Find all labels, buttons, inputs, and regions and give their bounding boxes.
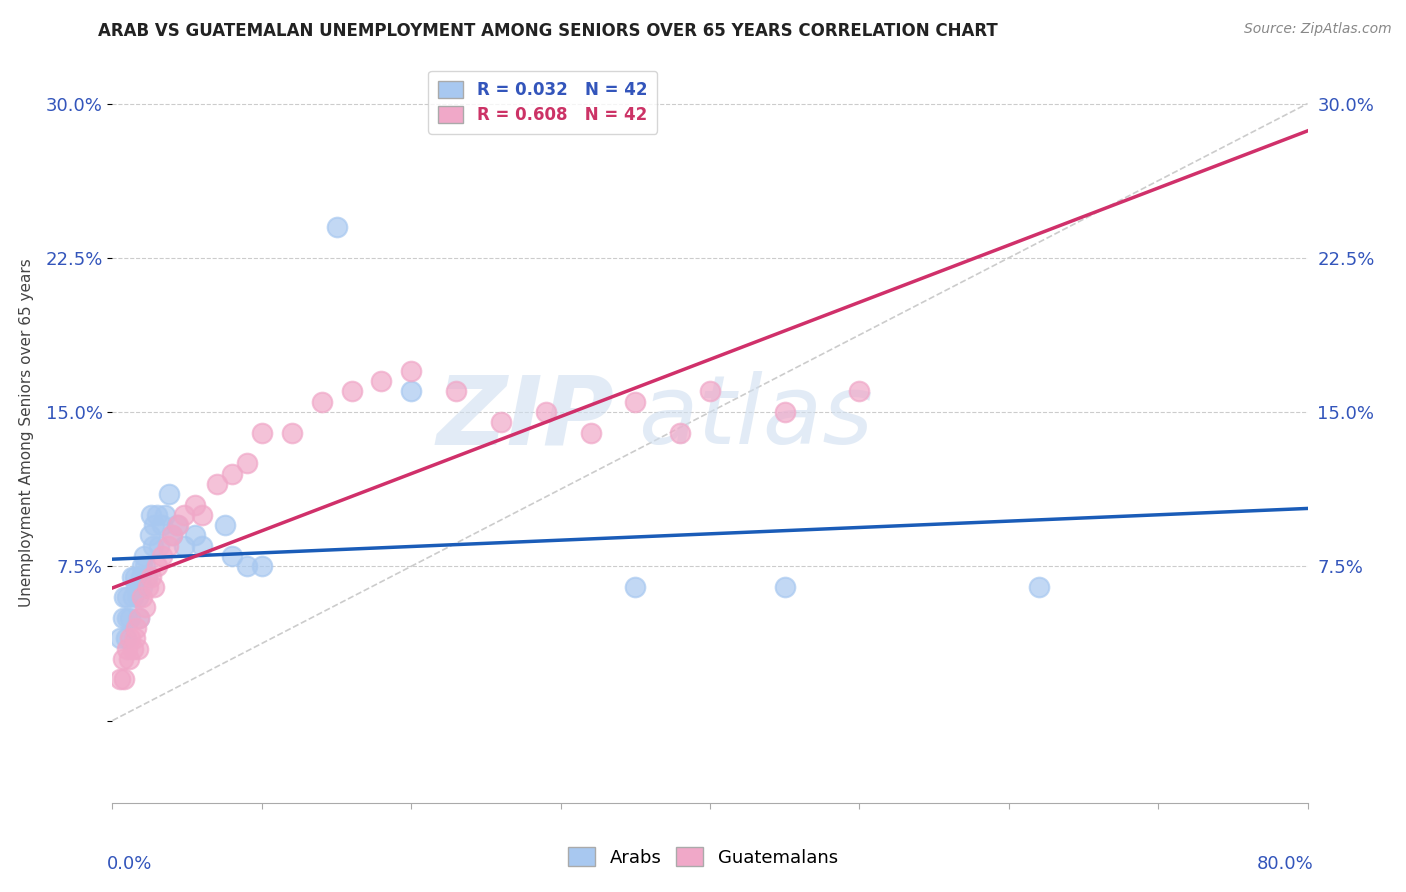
Point [134, 559, 156, 574]
Point [135, 569, 157, 583]
Point [121, 569, 143, 583]
Point [579, 425, 602, 440]
Point [139, 528, 162, 542]
Point [111, 611, 134, 625]
Point [118, 652, 141, 666]
Point [401, 384, 423, 399]
Point [157, 487, 180, 501]
Point [669, 425, 692, 440]
Text: Source: ZipAtlas.com: Source: ZipAtlas.com [1244, 22, 1392, 37]
Point [120, 632, 142, 646]
Point [183, 498, 205, 512]
Point [125, 621, 148, 635]
Point [156, 539, 179, 553]
Point [117, 590, 139, 604]
Point [122, 641, 145, 656]
Point [142, 539, 165, 553]
Point [146, 559, 169, 574]
Point [699, 384, 721, 399]
Point [370, 374, 392, 388]
Point [325, 219, 347, 234]
Point [166, 518, 188, 533]
Point [1028, 580, 1050, 594]
Point [173, 508, 195, 522]
Point [131, 559, 153, 574]
Text: ZIP: ZIP [436, 371, 614, 465]
Point [132, 549, 155, 563]
Point [141, 508, 163, 522]
Point [146, 508, 169, 522]
Point [141, 569, 163, 583]
Point [120, 611, 142, 625]
Point [128, 611, 150, 625]
Point [122, 590, 145, 604]
Legend: Arabs, Guatemalans: Arabs, Guatemalans [561, 840, 845, 874]
Point [131, 580, 153, 594]
Point [191, 539, 214, 553]
Text: 80.0%: 80.0% [1257, 855, 1313, 872]
Point [128, 611, 150, 625]
Point [214, 518, 236, 533]
Point [221, 549, 243, 563]
Point [115, 632, 138, 646]
Point [191, 508, 214, 522]
Point [167, 518, 190, 533]
Point [173, 539, 195, 553]
Point [143, 518, 166, 533]
Y-axis label: Unemployment Among Seniors over 65 years: Unemployment Among Seniors over 65 years [20, 259, 34, 607]
Point [401, 364, 423, 378]
Point [127, 641, 149, 656]
Legend: R = 0.032   N = 42, R = 0.608   N = 42: R = 0.032 N = 42, R = 0.608 N = 42 [429, 70, 657, 134]
Text: 0.0%: 0.0% [107, 855, 152, 872]
Point [221, 467, 243, 481]
Point [534, 405, 557, 419]
Point [150, 518, 173, 533]
Point [124, 569, 146, 583]
Point [143, 580, 166, 594]
Point [162, 528, 183, 542]
Text: atlas: atlas [638, 371, 873, 465]
Point [150, 549, 173, 563]
Point [444, 384, 467, 399]
Point [281, 425, 304, 440]
Point [183, 528, 205, 542]
Point [138, 580, 160, 594]
Point [114, 673, 135, 687]
Point [127, 590, 149, 604]
Point [311, 394, 333, 409]
Text: ARAB VS GUATEMALAN UNEMPLOYMENT AMONG SENIORS OVER 65 YEARS CORRELATION CHART: ARAB VS GUATEMALAN UNEMPLOYMENT AMONG SE… [98, 22, 998, 40]
Point [108, 673, 131, 687]
Point [153, 508, 176, 522]
Point [108, 632, 131, 646]
Point [117, 611, 139, 625]
Point [205, 477, 228, 491]
Point [125, 580, 148, 594]
Point [117, 641, 139, 656]
Point [162, 528, 183, 542]
Point [624, 394, 647, 409]
Point [114, 590, 135, 604]
Point [124, 632, 146, 646]
Point [236, 457, 259, 471]
Point [250, 559, 273, 574]
Point [131, 590, 153, 604]
Point [129, 569, 152, 583]
Point [773, 580, 796, 594]
Point [340, 384, 363, 399]
Point [250, 425, 273, 440]
Point [773, 405, 796, 419]
Point [148, 539, 170, 553]
Point [134, 600, 156, 615]
Point [236, 559, 259, 574]
Point [624, 580, 647, 594]
Point [111, 652, 134, 666]
Point [848, 384, 870, 399]
Point [489, 415, 512, 429]
